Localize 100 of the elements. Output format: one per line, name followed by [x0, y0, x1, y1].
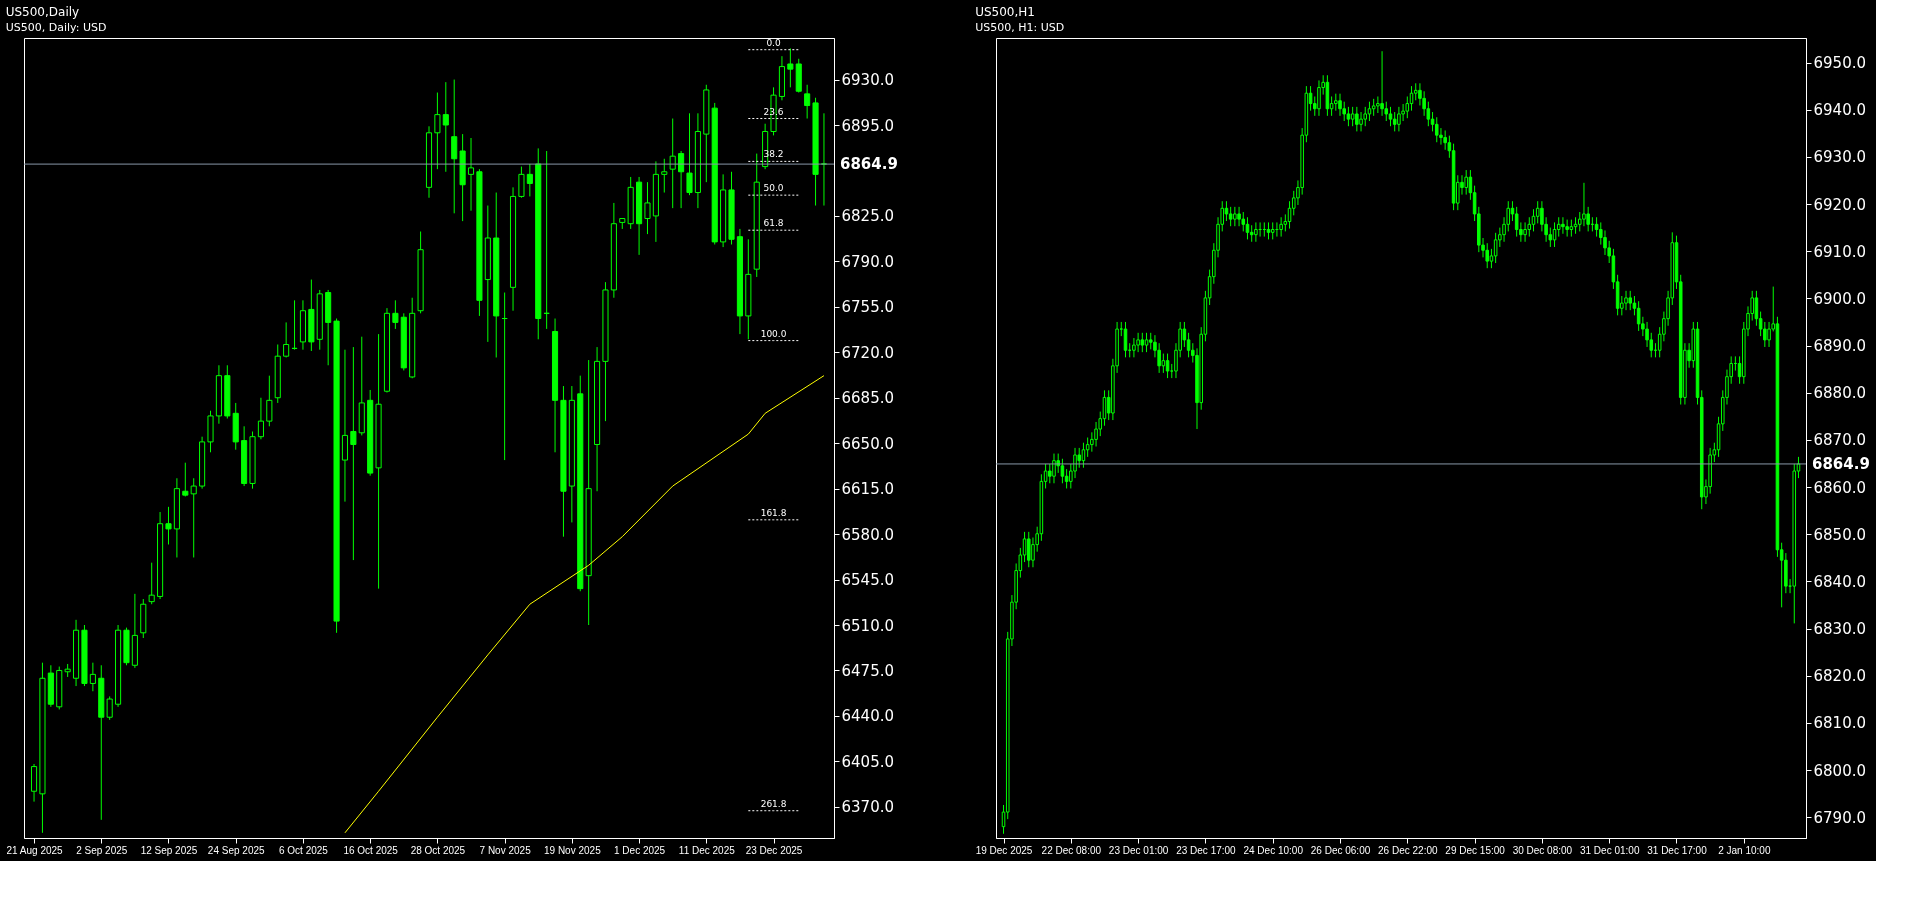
y-tick-label: 6510.0	[841, 616, 894, 635]
x-tick-label: 2 Sep 2025	[76, 844, 128, 856]
series-label: 161.8	[760, 507, 787, 518]
y-tick-label: 6405.0	[841, 752, 894, 771]
candlestick	[148, 562, 155, 605]
x-tick-label: 31 Dec 01:00	[1579, 844, 1640, 856]
y-tick-label: 6930.0	[1813, 148, 1866, 167]
candlestick	[1182, 321, 1187, 348]
candlestick	[1443, 129, 1447, 151]
y-tick-label: 6370.0	[841, 798, 894, 817]
x-tick-label: 11 Dec 2025	[678, 844, 736, 856]
x-tick-label: 28 Oct 2025	[410, 844, 466, 856]
candlestick	[644, 181, 651, 235]
y-tick-label: 6755.0	[841, 298, 894, 317]
candlestick	[1338, 93, 1342, 117]
candlestick	[1754, 290, 1759, 327]
y-tick-label: 6890.0	[1813, 337, 1866, 356]
y-tick-label: 6545.0	[841, 571, 894, 590]
x-tick-label: 23 Dec 2025	[745, 844, 803, 856]
y-tick-label: 6930.0	[841, 71, 894, 90]
y-tick-label: 6720.0	[841, 343, 894, 362]
candlestick	[1628, 290, 1633, 311]
candlestick	[1527, 216, 1532, 238]
candlestick	[1060, 458, 1065, 484]
candlestick	[1561, 216, 1565, 235]
x-tick-label: 23 Dec 17:00	[1176, 844, 1237, 856]
candlestick	[1048, 463, 1052, 484]
candlestick	[1363, 106, 1368, 127]
chart-title: US500,H1	[975, 5, 1035, 19]
candlestick	[257, 397, 264, 440]
candlestick	[1464, 169, 1468, 196]
ref-line-label: 6864.9	[1812, 454, 1870, 473]
candlestick	[1392, 111, 1397, 132]
y-tick-label: 6840.0	[1813, 572, 1866, 591]
candlestick	[1355, 106, 1359, 132]
candlestick	[434, 92, 441, 170]
candlestick	[1535, 200, 1540, 224]
candlestick	[350, 346, 357, 561]
candlestick	[1077, 447, 1082, 469]
candlestick	[165, 506, 172, 545]
candlestick	[1397, 106, 1401, 132]
candlestick	[266, 375, 273, 427]
candlestick	[1136, 332, 1140, 353]
candlestick	[669, 118, 676, 209]
y-tick-label: 6790.0	[1813, 808, 1866, 827]
y-tick-label: 6825.0	[841, 207, 894, 226]
candlestick	[1228, 206, 1233, 227]
x-tick-label: 19 Nov 2025	[544, 844, 602, 856]
candlestick	[1485, 242, 1489, 269]
candlestick	[1582, 182, 1586, 227]
x-tick-label: 19 Dec 2025	[975, 844, 1033, 856]
candlestick	[1552, 221, 1557, 248]
candlestick	[1132, 337, 1136, 358]
y-tick-label: 6800.0	[1813, 761, 1866, 780]
chart-subtitle: US500, Daily: USD	[5, 21, 107, 34]
y-tick-label: 6810.0	[1813, 714, 1866, 733]
candlestick	[661, 158, 668, 194]
x-tick-label: 31 Dec 17:00	[1647, 844, 1708, 856]
candlestick	[1367, 101, 1372, 122]
candlestick	[106, 695, 113, 721]
ref-line-label: 6864.9	[840, 155, 898, 174]
y-tick-label: 6615.0	[841, 480, 894, 499]
candlestick	[686, 112, 693, 196]
candlestick	[1359, 111, 1363, 132]
candlestick	[1767, 321, 1771, 348]
candlestick	[1317, 79, 1321, 117]
candlestick	[1165, 353, 1170, 379]
x-tick-label: 26 Dec 22:00	[1378, 844, 1438, 856]
candlestick	[1346, 106, 1351, 127]
candlestick	[451, 79, 458, 214]
candlestick	[442, 81, 449, 173]
y-tick-label: 6685.0	[841, 389, 894, 408]
candlestick	[1388, 106, 1393, 127]
y-tick-label: 6580.0	[841, 525, 894, 544]
x-tick-label: 2 Jan 10:00	[1718, 844, 1771, 856]
candlestick	[1031, 537, 1035, 568]
candlestick	[1603, 229, 1607, 256]
candlestick	[392, 299, 399, 330]
candlestick	[1434, 116, 1439, 143]
candlestick	[1350, 106, 1355, 127]
candlestick	[1254, 221, 1258, 243]
candlestick	[1380, 50, 1384, 117]
y-tick-label: 6870.0	[1813, 431, 1866, 450]
candlestick	[1376, 95, 1380, 114]
candlestick	[804, 84, 811, 120]
candlestick	[1279, 216, 1283, 238]
x-tick-label: 24 Dec 10:00	[1243, 844, 1304, 856]
y-tick-label: 6790.0	[841, 252, 894, 271]
chart-title: US500,Daily	[5, 5, 80, 19]
candlestick	[1636, 300, 1641, 332]
x-tick-label: 1 Dec 2025	[614, 844, 666, 856]
candlestick	[1052, 453, 1056, 484]
x-tick-label: 29 Dec 15:00	[1445, 844, 1506, 856]
y-tick-label: 6860.0	[1813, 478, 1866, 497]
series-label: 261.8	[760, 798, 787, 809]
candlestick	[1144, 332, 1149, 353]
x-tick-label: 16 Oct 2025	[343, 844, 399, 856]
candlestick	[1064, 468, 1069, 489]
candlestick	[1556, 216, 1561, 238]
x-tick-label: 23 Dec 01:00	[1108, 844, 1169, 856]
